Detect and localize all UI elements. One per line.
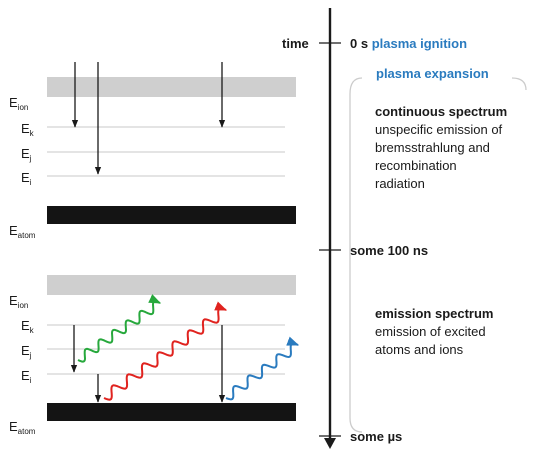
time-axis-arrowhead — [324, 438, 336, 449]
label-e-ion-lower: Eion — [9, 293, 28, 310]
label-e-k-upper: Ek — [21, 121, 35, 138]
label-e-ion-upper: Eion — [9, 95, 28, 112]
label-e-atom-upper: Eatom — [9, 223, 36, 240]
atom-band-upper — [47, 206, 296, 224]
expansion-bracket — [349, 77, 363, 433]
phase2-line-2: atoms and ions — [375, 342, 464, 357]
phase1-line-1: unspecific emission of — [375, 122, 503, 137]
ion-band-upper — [47, 77, 296, 97]
time-end: some µs — [350, 429, 402, 444]
phase1-title: continuous spectrum — [375, 104, 507, 119]
phase2-line-1: emission of excited — [375, 324, 486, 339]
expansion-bracket-top-right — [511, 77, 527, 91]
phase1-line-3: recombination — [375, 158, 457, 173]
plasma-expansion-label: plasma expansion — [376, 66, 489, 81]
phase1-line-4: radiation — [375, 176, 425, 191]
time-axis-label: time — [282, 36, 309, 51]
phase2-title: emission spectrum — [375, 306, 494, 321]
time-start: 0 s plasma ignition — [350, 36, 467, 51]
photon-wave-green — [77, 294, 162, 363]
label-e-i-upper: Ei — [21, 170, 32, 187]
photon-wave-blue — [225, 336, 300, 401]
label-e-k-lower: Ek — [21, 318, 35, 335]
label-e-atom-lower: Eatom — [9, 419, 36, 436]
time-mid: some 100 ns — [350, 243, 428, 258]
label-e-i-lower: Ei — [21, 368, 32, 385]
label-e-j-upper: Ej — [21, 146, 32, 163]
photon-wave-red — [103, 301, 228, 401]
atom-band-lower — [47, 403, 296, 421]
phase1-line-2: bremsstrahlung and — [375, 140, 490, 155]
label-e-j-lower: Ej — [21, 343, 32, 360]
ion-band-lower — [47, 275, 296, 295]
